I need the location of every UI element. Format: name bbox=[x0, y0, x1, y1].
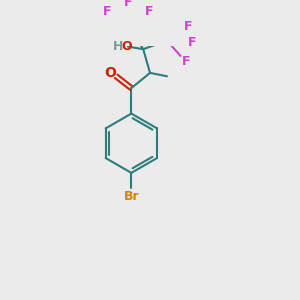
Text: O: O bbox=[122, 40, 132, 53]
Text: F: F bbox=[188, 36, 196, 49]
Text: H: H bbox=[112, 40, 123, 53]
Text: F: F bbox=[184, 20, 192, 33]
Text: F: F bbox=[124, 0, 132, 9]
Text: F: F bbox=[145, 4, 153, 17]
Text: F: F bbox=[182, 55, 191, 68]
Text: Br: Br bbox=[124, 190, 139, 203]
Text: O: O bbox=[104, 66, 116, 80]
Text: F: F bbox=[103, 4, 111, 17]
